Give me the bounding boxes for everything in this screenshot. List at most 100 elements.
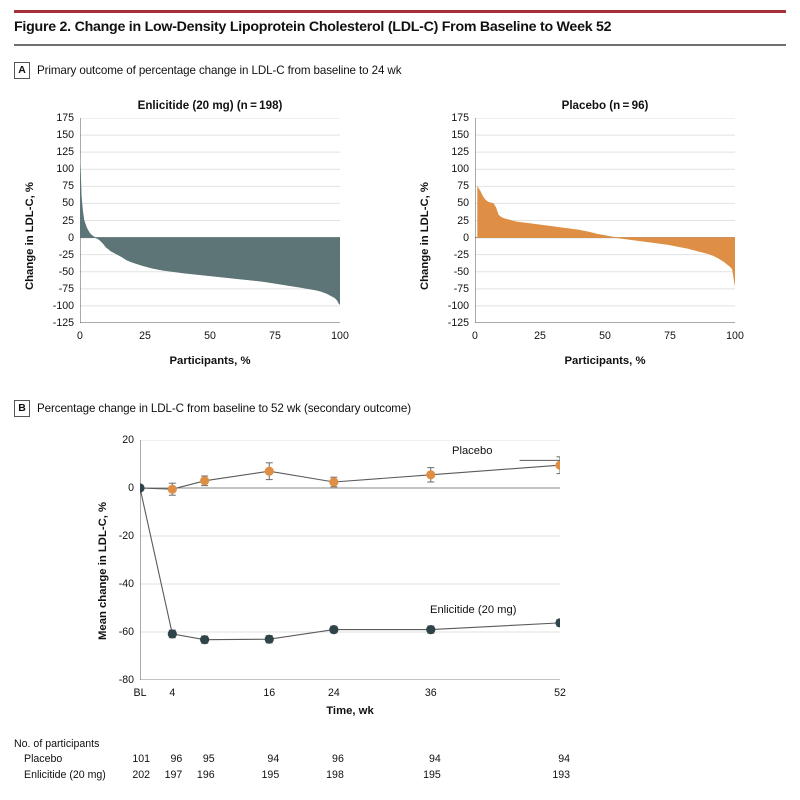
y-tick-label: -20 — [118, 530, 134, 542]
mean-change-line-chart — [140, 440, 560, 680]
y-tick-label: 50 — [62, 197, 74, 210]
footer-count-value: 95 — [202, 753, 215, 765]
y-tick-label: -25 — [58, 248, 74, 261]
footer-count-value: 101 — [132, 753, 150, 765]
data-point-marker — [264, 466, 274, 476]
y-tick-label: -125 — [52, 317, 74, 329]
y-tick-label: 125 — [56, 146, 74, 159]
y-tick-label: 50 — [457, 197, 469, 210]
footer-count-value: 202 — [132, 769, 150, 781]
footer-count-value: 96 — [170, 753, 183, 765]
y-tick-label: -25 — [453, 248, 469, 261]
y-tick-label: 175 — [56, 112, 74, 124]
chart-title-enlicitide: Enlicitide (20 mg) (n = 198) — [137, 99, 283, 112]
x-tick-label: 25 — [534, 330, 546, 342]
y-tick-label: 0 — [128, 482, 134, 494]
data-point-marker — [140, 483, 145, 493]
panel-b-header: B Percentage change in LDL-C from baseli… — [14, 400, 411, 417]
x-tick-label: 52 — [554, 687, 566, 699]
chart-title-placebo: Placebo (n = 96) — [561, 99, 649, 112]
y-tick-label: -75 — [58, 282, 74, 295]
waterfall-chart-placebo — [475, 118, 735, 323]
x-tick-label: 16 — [263, 687, 276, 699]
panel-a-letter: A — [14, 62, 30, 79]
y-tick-label: -60 — [118, 626, 134, 638]
x-axis-label-placebo: Participants, % — [564, 355, 646, 367]
footer-count-value: 196 — [196, 769, 215, 781]
x-tick-label: 0 — [472, 330, 478, 342]
y-axis-label-mean-change: Mean change in LDL-C, % — [97, 501, 109, 640]
x-axis-label-time: Time, wk — [326, 705, 374, 717]
footer-count-value: 94 — [428, 753, 441, 765]
y-tick-label: 125 — [451, 146, 469, 159]
footer-title: No. of participants — [14, 738, 100, 750]
x-tick-label: 4 — [169, 687, 176, 699]
y-tick-label: -50 — [58, 265, 74, 278]
y-tick-label: 0 — [68, 231, 74, 244]
data-point-marker — [329, 477, 339, 487]
footer-count-value: 195 — [261, 769, 280, 781]
x-tick-label: 0 — [77, 330, 83, 342]
x-axis-label-enlicitide: Participants, % — [169, 355, 251, 367]
y-tick-label: 25 — [62, 214, 74, 227]
panel-b-caption: Percentage change in LDL-C from baseline… — [37, 402, 411, 415]
data-point-marker — [167, 484, 177, 494]
footer-count-value: 197 — [164, 769, 183, 781]
y-tick-label: -100 — [52, 299, 74, 312]
data-point-marker — [200, 476, 210, 486]
data-point-marker — [264, 634, 274, 644]
data-point-marker — [555, 618, 560, 628]
x-tick-label: 100 — [726, 330, 744, 342]
y-tick-label: 150 — [451, 129, 469, 142]
waterfall-chart-enlicitide — [80, 118, 340, 323]
series-label-enlicitide: Enlicitide (20 mg) — [430, 604, 517, 616]
x-tick-label: 50 — [204, 330, 216, 342]
y-tick-label: -40 — [118, 578, 134, 590]
series-line — [140, 487, 560, 641]
x-tick-label: 25 — [139, 330, 151, 342]
footer-count-value: 94 — [558, 753, 570, 765]
y-tick-label: 150 — [56, 129, 74, 142]
y-tick-label: -80 — [118, 674, 134, 686]
data-point-marker — [555, 460, 560, 470]
x-tick-label: 100 — [331, 330, 349, 342]
y-tick-label: 75 — [62, 180, 74, 193]
panel-b-letter: B — [14, 400, 30, 417]
x-tick-label: 75 — [269, 330, 281, 342]
y-tick-label: -125 — [447, 317, 469, 329]
series-label-placebo: Placebo — [452, 445, 493, 457]
footer-row-label-enlicitide: Enlicitide (20 mg) — [24, 769, 106, 781]
y-tick-label: 100 — [451, 163, 469, 176]
panel-a-caption: Primary outcome of percentage change in … — [37, 64, 402, 77]
footer-count-value: 94 — [267, 753, 280, 765]
y-tick-label: 75 — [457, 180, 469, 193]
data-point-marker — [426, 470, 436, 480]
y-tick-label: -75 — [453, 282, 469, 295]
y-tick-label: -100 — [447, 299, 469, 312]
footer-count-value: 195 — [423, 769, 441, 781]
data-point-marker — [426, 625, 436, 635]
top-accent-rule — [14, 10, 786, 13]
x-tick-label: 24 — [327, 687, 340, 699]
data-point-marker — [200, 635, 210, 645]
y-tick-label: -50 — [453, 265, 469, 278]
footer-count-value: 96 — [332, 753, 344, 765]
x-tick-label: 50 — [599, 330, 611, 342]
data-point-marker — [329, 625, 339, 635]
y-tick-label: 20 — [122, 434, 134, 446]
y-tick-label: 100 — [56, 163, 74, 176]
x-tick-label: 36 — [424, 687, 437, 699]
footer-count-value: 198 — [326, 769, 344, 781]
data-point-marker — [167, 629, 177, 639]
x-tick-label: 75 — [664, 330, 676, 342]
waterfall-area — [477, 185, 735, 286]
title-divider-rule — [14, 44, 786, 46]
waterfall-area — [80, 156, 340, 305]
footer-row-label-placebo: Placebo — [24, 753, 63, 765]
y-tick-label: 25 — [457, 214, 469, 227]
panel-a-header: A Primary outcome of percentage change i… — [14, 62, 401, 79]
figure-title: Figure 2. Change in Low-Density Lipoprot… — [14, 19, 612, 35]
footer-count-value: 193 — [552, 769, 570, 781]
y-tick-label: 175 — [451, 112, 469, 124]
